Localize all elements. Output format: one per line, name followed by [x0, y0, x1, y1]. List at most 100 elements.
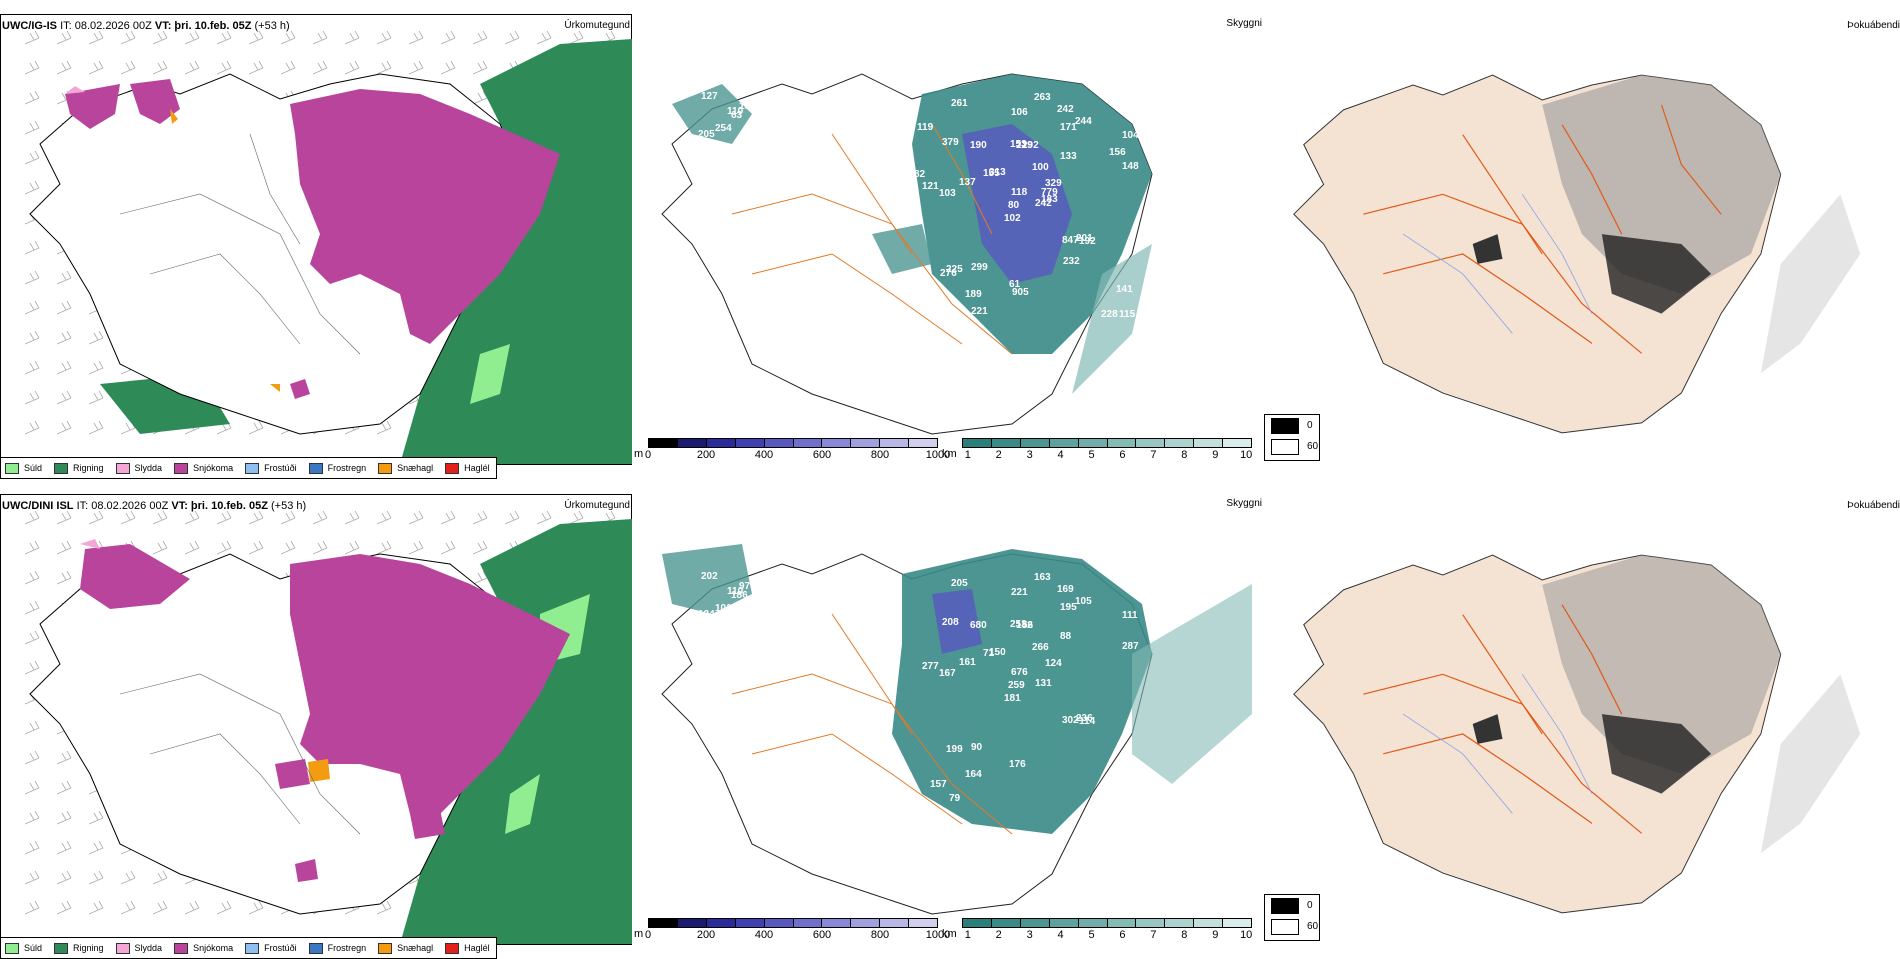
wind-barb	[24, 30, 40, 45]
fog-label: Þokuábendi	[1847, 20, 1900, 31]
scale-swatch	[793, 439, 823, 447]
wind-barb	[24, 840, 40, 855]
wind-barb	[216, 540, 232, 555]
wind-barb	[88, 810, 104, 825]
wind-barb	[88, 360, 104, 375]
ceiling-value: 263	[1034, 92, 1051, 103]
ceiling-value: 155	[983, 168, 1000, 179]
wind-barb	[56, 330, 72, 345]
scale-tick: 200	[696, 449, 716, 461]
scale-swatch	[963, 919, 992, 927]
ceiling-value: 171	[1060, 122, 1077, 133]
wind-barb	[24, 780, 40, 795]
ceiling-value: 242	[1057, 104, 1074, 115]
height-scale-km: 1 2 3 4 5 6 7 8 9 10 km	[942, 918, 1252, 942]
wind-barb	[248, 420, 264, 435]
wind-barb	[280, 510, 296, 525]
ceiling-label: Skyggni	[1226, 498, 1262, 509]
ceiling-value: 127	[701, 91, 718, 102]
precip-type-label: Úrkomutegund	[564, 20, 630, 31]
wind-barb	[24, 390, 40, 405]
scale-swatch	[1049, 439, 1079, 447]
scale-swatch	[1194, 439, 1224, 447]
scale-swatch	[1165, 439, 1195, 447]
ceiling-value: 161	[959, 657, 976, 668]
ceiling-value: 182	[1016, 620, 1033, 631]
scale-tick: 800	[870, 929, 890, 941]
ceiling-value: 156	[1109, 147, 1126, 158]
scale-tick: 8	[1181, 929, 1188, 941]
ceiling-value: 287	[1122, 641, 1139, 652]
scale-swatch	[1078, 919, 1108, 927]
ceiling-value: 88	[1060, 631, 1072, 642]
ceiling-value: 847	[1062, 235, 1079, 246]
height-scale-m: 0 200 400 600 800 1000 m	[634, 438, 950, 462]
ceiling-value: 242	[1035, 198, 1052, 209]
ceiling-value: 159	[739, 101, 756, 112]
ceiling-value: 150	[989, 647, 1006, 658]
wind-barb	[472, 540, 488, 555]
wind-barb	[408, 510, 424, 525]
ceiling-value: 908	[932, 314, 949, 325]
ceiling-value: 253	[1010, 619, 1027, 630]
ceiling-value: 228	[1101, 309, 1118, 320]
wind-barb	[152, 510, 168, 525]
ceiling-value: 101	[715, 603, 732, 614]
scale-tick: 2	[995, 929, 1002, 941]
ceiling-value: 97	[739, 581, 751, 592]
scale-swatch	[735, 439, 765, 447]
wind-barb	[88, 60, 104, 75]
scale-swatch	[677, 919, 707, 927]
scale-tick: 600	[812, 929, 832, 941]
wind-barb	[56, 870, 72, 885]
ceiling-value: 121	[922, 181, 939, 192]
wind-barb	[24, 240, 40, 255]
scale-swatch	[735, 919, 765, 927]
wind-barb	[408, 540, 424, 555]
precip-map-1	[0, 14, 632, 479]
ceiling-value: 110	[727, 586, 744, 597]
wind-barb	[24, 90, 40, 105]
wind-barb	[312, 60, 328, 75]
wind-barb	[24, 870, 40, 885]
ceiling-value: 266	[1032, 642, 1049, 653]
wind-barb	[216, 60, 232, 75]
ceiling-value: 90	[971, 742, 983, 753]
wind-barb	[56, 570, 72, 585]
wind-barb	[280, 60, 296, 75]
ceiling-value: 100	[1032, 162, 1049, 173]
scale-tick: 1	[964, 929, 971, 941]
wind-barb	[88, 390, 104, 405]
wind-barb	[24, 570, 40, 585]
scale-swatch	[1136, 919, 1166, 927]
scale-tick: 4	[1057, 449, 1064, 461]
wind-barb	[56, 780, 72, 795]
wind-barb	[56, 390, 72, 405]
wind-barb	[312, 510, 328, 525]
wind-barb	[280, 540, 296, 555]
wind-barb	[88, 420, 104, 435]
scale-swatch	[909, 919, 938, 927]
scale-swatch	[963, 439, 992, 447]
scale-tick: 0	[644, 929, 652, 941]
ceiling-value: 221	[1011, 587, 1028, 598]
wind-barb	[472, 90, 488, 105]
ceiling-value: 199	[946, 744, 963, 755]
ceiling-value: 103	[939, 188, 956, 199]
wind-barb	[88, 330, 104, 345]
scale-swatch	[706, 919, 736, 927]
scale-swatch	[1107, 439, 1137, 447]
ceiling-value: 186	[731, 590, 748, 601]
wind-barb	[56, 510, 72, 525]
scale-swatch	[764, 919, 794, 927]
wind-barb	[376, 420, 392, 435]
ceiling-value: 63	[731, 110, 743, 121]
wind-barb	[56, 270, 72, 285]
ceiling-value: 80	[1008, 200, 1020, 211]
ceiling-value: 277	[922, 661, 939, 672]
wind-barb	[24, 330, 40, 345]
wind-barb	[312, 540, 328, 555]
ceiling-value: 124	[698, 609, 715, 620]
ceiling-value: 114	[1079, 716, 1096, 727]
ceiling-value: 292	[1022, 140, 1039, 151]
